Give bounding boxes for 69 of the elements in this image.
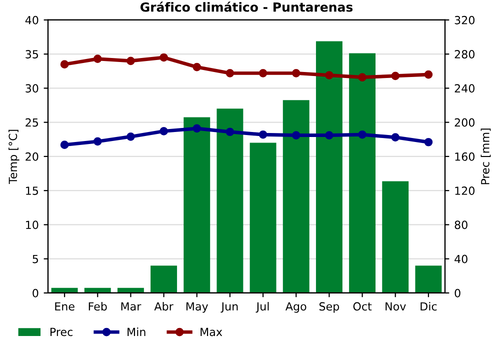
bar — [216, 108, 244, 293]
point — [60, 60, 69, 68]
bar — [150, 266, 178, 293]
point — [126, 56, 135, 66]
y2-axis-title: Prec [mm] — [480, 128, 491, 184]
point — [126, 132, 135, 141]
y-tick-label: 0 — [32, 288, 38, 298]
point — [60, 140, 69, 150]
point — [192, 62, 202, 72]
bar — [282, 100, 310, 293]
point — [325, 71, 334, 80]
point — [358, 130, 366, 139]
y-tick-label: 5 — [32, 254, 38, 264]
point — [258, 130, 268, 139]
point — [325, 131, 334, 140]
x-tick-label: Dic — [420, 302, 437, 311]
x-tick-label: Sep — [319, 302, 340, 313]
y2-tick-label: 80 — [454, 220, 468, 230]
y-tick-label: 15 — [26, 186, 38, 195]
point — [258, 69, 268, 78]
bar — [415, 266, 442, 293]
point — [160, 127, 168, 136]
point — [391, 72, 400, 80]
point — [93, 137, 102, 146]
chart-title: Gráfico climático - Puntarenas — [140, 2, 353, 12]
y2-tick-label: 320 — [454, 16, 474, 24]
point — [192, 124, 202, 133]
point — [292, 69, 300, 78]
y2-tick-label: 200 — [454, 118, 474, 127]
y-tick-label: 40 — [25, 16, 38, 24]
point — [424, 70, 433, 79]
x-tick-label: Jun — [220, 302, 238, 313]
y-tick-label: 25 — [26, 118, 38, 127]
legend-label: Min — [128, 328, 146, 336]
point — [160, 53, 168, 62]
x-tick-label: Ago — [285, 302, 306, 313]
point — [358, 73, 366, 82]
x-tick-label: Jul — [256, 302, 269, 313]
y2-tick-label: 0 — [454, 288, 460, 298]
x-tick-label: Oct — [353, 302, 372, 311]
point — [226, 128, 234, 136]
legend-label: Max — [200, 328, 222, 336]
x-tick-label: Nov — [386, 302, 406, 311]
legend-label: Prec — [50, 328, 72, 336]
x-tick-label: Mar — [121, 302, 142, 311]
bar — [250, 142, 276, 293]
bar — [382, 181, 409, 293]
y-axis-title: Temp [°C] — [8, 130, 20, 184]
point — [424, 138, 433, 146]
point — [93, 54, 102, 64]
y-tick-label: 20 — [26, 152, 38, 161]
y-tick-label: 35 — [26, 50, 38, 58]
x-tick-label: Abr — [154, 302, 174, 311]
bar — [316, 41, 342, 293]
y2-tick-label: 240 — [454, 84, 474, 93]
y2-tick-label: 160 — [455, 152, 474, 161]
y-tick-label: 30 — [26, 84, 38, 93]
y2-tick-label: 40 — [454, 254, 468, 264]
x-tick-label: Feb — [88, 302, 107, 311]
point — [391, 133, 400, 142]
x-tick-label: Ene — [55, 302, 74, 311]
point — [226, 69, 234, 78]
y-tick-label: 10 — [26, 220, 38, 230]
y2-tick-label: 120 — [455, 186, 474, 195]
bar — [184, 117, 210, 293]
y2-tick-label: 280 — [454, 50, 474, 58]
bar — [349, 53, 376, 293]
x-tick-label: May — [186, 302, 208, 313]
point — [292, 131, 300, 140]
